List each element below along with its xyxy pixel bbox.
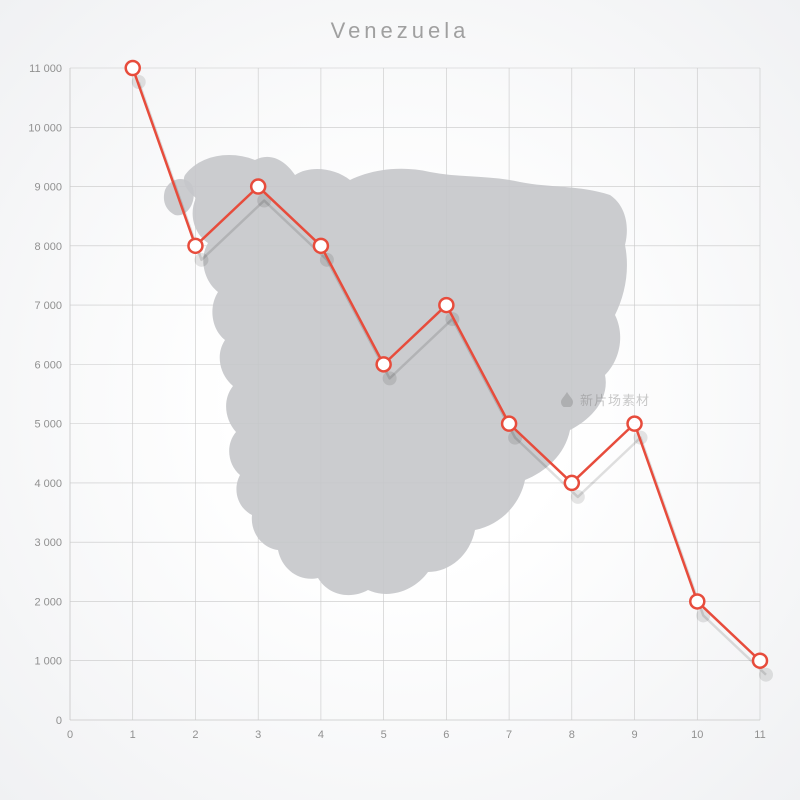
svg-text:3 000: 3 000: [34, 537, 62, 549]
svg-text:8: 8: [569, 729, 575, 741]
watermark-icon: [559, 391, 575, 407]
x-axis-labels: 0 1 2 3 4 5 6 7 8 9 10 11: [67, 729, 766, 741]
svg-text:10: 10: [691, 729, 703, 741]
svg-text:3: 3: [255, 729, 261, 741]
svg-text:0: 0: [67, 729, 73, 741]
svg-text:4: 4: [318, 729, 324, 741]
svg-text:6 000: 6 000: [34, 359, 62, 371]
svg-text:2: 2: [192, 729, 198, 741]
svg-text:8 000: 8 000: [34, 241, 62, 253]
svg-text:11 000: 11 000: [29, 63, 62, 75]
svg-text:4 000: 4 000: [34, 478, 62, 490]
svg-text:11: 11: [754, 729, 765, 741]
svg-text:9: 9: [631, 729, 637, 741]
svg-text:0: 0: [56, 715, 62, 727]
svg-text:5: 5: [381, 729, 387, 741]
chart-svg: 01 0002 0003 0004 0005 0006 0007 0008 00…: [70, 60, 770, 750]
svg-text:5 000: 5 000: [34, 419, 62, 431]
watermark-text: 新片场素材: [580, 393, 650, 408]
svg-text:1 000: 1 000: [34, 656, 62, 668]
svg-text:9 000: 9 000: [34, 182, 62, 194]
svg-text:7: 7: [506, 729, 512, 741]
svg-text:7 000: 7 000: [34, 300, 62, 312]
svg-text:2 000: 2 000: [34, 596, 62, 608]
svg-text:10 000: 10 000: [28, 122, 62, 134]
chart-title: Venezuela: [0, 18, 800, 44]
y-axis-labels: 0 1 000 2 000 3 000 4 000 5 000 6 000 7 000 8 00…: [28, 63, 62, 727]
svg-text:1: 1: [130, 729, 136, 741]
watermark: 新片场素材: [559, 390, 650, 409]
svg-text:6: 6: [443, 729, 449, 741]
